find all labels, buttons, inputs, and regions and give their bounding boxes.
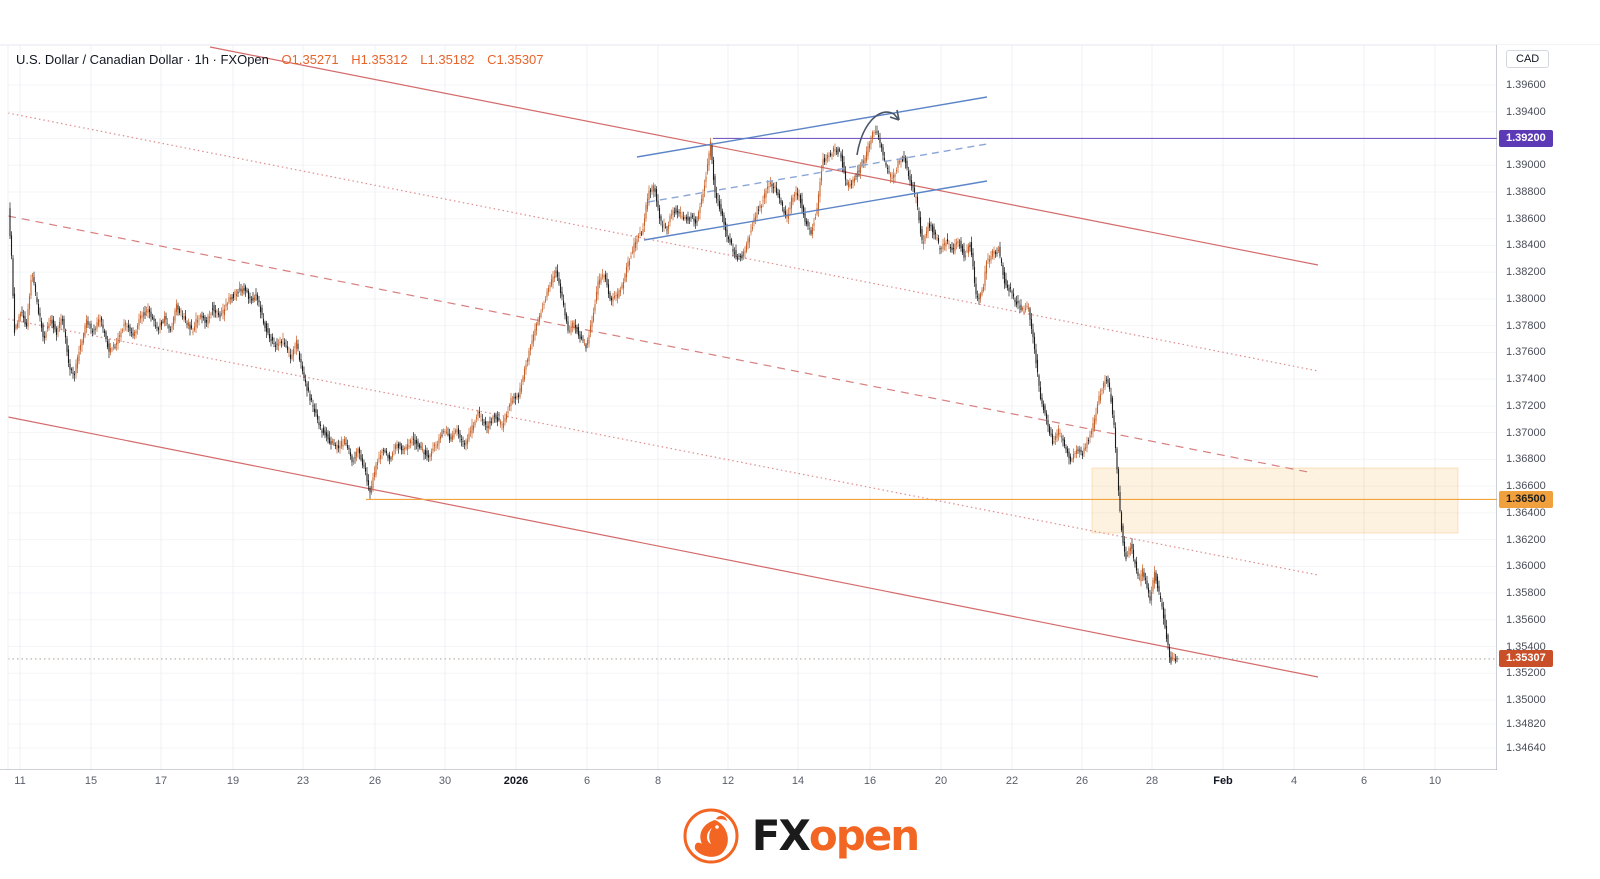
symbol-title[interactable]: U.S. Dollar / Canadian Dollar · 1h · FXO… bbox=[16, 52, 269, 67]
gridlines bbox=[8, 45, 1497, 770]
fxopen-emblem-icon bbox=[683, 808, 739, 864]
price-tick-label: 1.36400 bbox=[1506, 506, 1546, 519]
price-tick-label: 1.38200 bbox=[1506, 266, 1546, 279]
pane-borders bbox=[0, 44, 1600, 792]
price-tick-label: 1.37400 bbox=[1506, 373, 1546, 386]
time-tick-label: 10 bbox=[1428, 775, 1442, 787]
price-tick-label: 1.39600 bbox=[1506, 79, 1546, 91]
fxopen-logo: FXopen bbox=[0, 793, 1600, 879]
candles-layer bbox=[9, 125, 1178, 665]
time-tick-label: 6 bbox=[1360, 775, 1368, 787]
time-tick-label: 30 bbox=[438, 775, 452, 787]
price-tick-label: 1.38000 bbox=[1506, 292, 1546, 305]
price-tick-label: 1.35200 bbox=[1506, 667, 1546, 680]
price-levels bbox=[8, 137, 1497, 660]
price-tick-label: 1.36800 bbox=[1506, 453, 1546, 466]
time-tick-label: 6 bbox=[583, 775, 591, 787]
price-tick-label: 1.36600 bbox=[1506, 480, 1546, 493]
price-tick-label: 1.34820 bbox=[1506, 718, 1546, 731]
price-tick-label: 1.39400 bbox=[1506, 105, 1546, 118]
time-tick-label: 17 bbox=[154, 775, 168, 787]
blue-channel bbox=[636, 96, 988, 241]
price-tick-label: 1.35600 bbox=[1506, 613, 1546, 626]
time-tick-label: 28 bbox=[1145, 775, 1159, 787]
price-tick-label: 1.37800 bbox=[1506, 319, 1546, 332]
time-tick-label: 19 bbox=[226, 775, 240, 787]
price-tick-label: 1.35400 bbox=[1506, 640, 1546, 653]
ohlc-high: H1.35312 bbox=[351, 52, 408, 67]
time-axis[interactable]: 11 15 17 19 23 26 30 2026 6 8 12 14 16 20 22 26 28 Feb 4 6 1… bbox=[0, 770, 1600, 793]
time-tick-label: 12 bbox=[721, 775, 735, 787]
ohlc-open: O1.35271 bbox=[281, 52, 339, 67]
price-tick-label: 1.38800 bbox=[1506, 185, 1546, 198]
price-tick-label: 1.39000 bbox=[1506, 159, 1546, 172]
ohlc-low: L1.35182 bbox=[420, 52, 475, 67]
price-level-chip: 1.39200 bbox=[1499, 129, 1553, 147]
fxopen-wordmark: FXopen bbox=[752, 815, 920, 857]
time-tick-label: 26 bbox=[1075, 775, 1089, 787]
price-tick-label: 1.38400 bbox=[1506, 239, 1546, 252]
time-tick-label: 23 bbox=[296, 775, 310, 787]
time-tick-label: 11 bbox=[14, 775, 26, 787]
price-tick-label: 1.35800 bbox=[1506, 587, 1546, 600]
time-tick-label: 15 bbox=[84, 775, 98, 787]
price-level-chip: 1.35307 bbox=[1499, 650, 1553, 668]
time-tick-label: 8 bbox=[654, 775, 662, 787]
time-tick-label: 22 bbox=[1005, 775, 1019, 787]
price-level-chip: 1.36500 bbox=[1499, 490, 1553, 508]
brand-fx: FX bbox=[751, 811, 811, 860]
supply-zone[interactable] bbox=[1091, 467, 1459, 534]
arrow-annotation bbox=[856, 109, 900, 156]
time-tick-label: 16 bbox=[863, 775, 877, 787]
price-tick-label: 1.37000 bbox=[1506, 426, 1546, 439]
time-tick-label: 2026 bbox=[503, 775, 529, 787]
time-tick-label: 14 bbox=[791, 775, 805, 787]
time-tick-label: 26 bbox=[368, 775, 382, 787]
price-tick-label: 1.35000 bbox=[1506, 694, 1546, 707]
trend-fan bbox=[8, 46, 1319, 678]
brand-open: open bbox=[808, 811, 920, 860]
price-tick-label: 1.37200 bbox=[1506, 399, 1546, 412]
price-tick-label: 1.36200 bbox=[1506, 533, 1546, 546]
time-tick-label: 20 bbox=[934, 775, 948, 787]
currency-toggle[interactable]: CAD bbox=[1506, 50, 1550, 68]
price-axis[interactable]: CAD 1.39600 1.39400 1.39200 1.39000 1.38800 1… bbox=[1497, 45, 1600, 792]
price-tick-label: 1.34640 bbox=[1506, 742, 1546, 755]
ohlc-close: C1.35307 bbox=[487, 52, 544, 67]
time-tick-label: 4 bbox=[1290, 775, 1298, 787]
price-tick-label: 1.37600 bbox=[1506, 346, 1546, 359]
price-tick-label: 1.36000 bbox=[1506, 560, 1546, 573]
chart-legend: U.S. Dollar / Canadian Dollar · 1h · FXO… bbox=[16, 52, 544, 67]
price-tick-label: 1.38600 bbox=[1506, 212, 1546, 225]
time-tick-label: Feb bbox=[1213, 775, 1233, 787]
